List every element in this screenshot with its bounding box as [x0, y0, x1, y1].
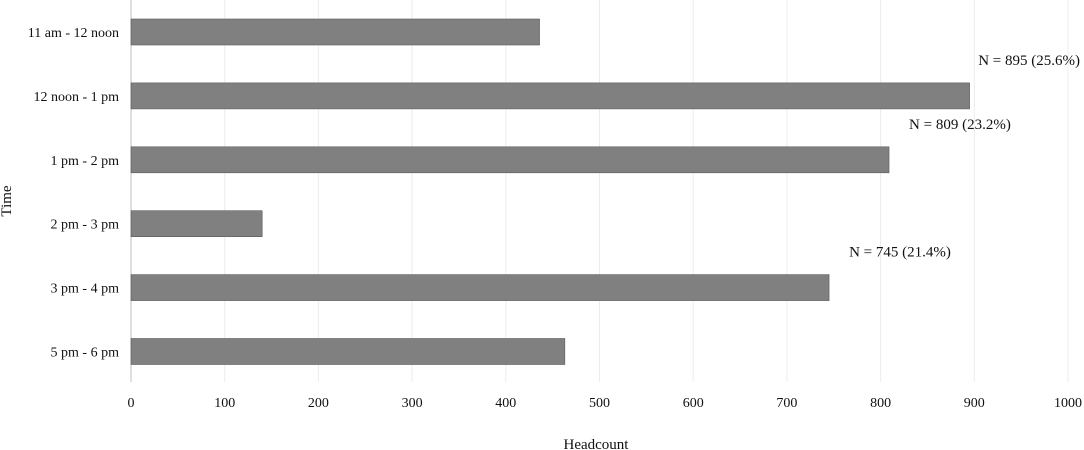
y-tick-label-3-pm-4-pm: 3 pm - 4 pm [51, 282, 120, 297]
bar-12-noon-1-pm [130, 82, 970, 110]
y-tick-label-1-pm-2-pm: 1 pm - 2 pm [51, 154, 120, 169]
bar-3-pm-4-pm [130, 274, 830, 301]
annotations: N = 895 (25.6%) N = 809 (23.2%) N = 745 (2… [849, 53, 1080, 261]
y-tick-label-11-am-12-noon: 11 am - 12 noon [28, 26, 119, 41]
bar-5-pm-6-pm [130, 338, 566, 365]
annotation-1-pm-2-pm: N = 809 (23.2%) [909, 117, 1011, 133]
bars [130, 18, 970, 365]
bar-11-am-12-noon [130, 18, 540, 46]
x-tick-label-1000: 1000 [1054, 396, 1082, 411]
annotation-12-noon-1-pm: N = 895 (25.6%) [978, 53, 1080, 69]
y-axis-title: Time [0, 185, 15, 216]
y-tick-labels: 11 am - 12 noon 12 noon - 1 pm 1 pm - 2 pm… [28, 26, 119, 361]
x-tick-label-0: 0 [128, 396, 135, 411]
x-tick-label-100: 100 [214, 396, 235, 411]
x-tick-label-300: 300 [402, 396, 423, 411]
x-tick-label-700: 700 [776, 396, 797, 411]
bar-1-pm-2-pm [130, 146, 890, 174]
y-tick-label-5-pm-6-pm: 5 pm - 6 pm [51, 346, 120, 361]
x-tick-label-400: 400 [495, 396, 516, 411]
x-tick-label-500: 500 [589, 396, 610, 411]
bar-2-pm-3-pm [130, 210, 263, 237]
x-axis-title: Headcount [564, 437, 630, 450]
annotation-3-pm-4-pm: N = 745 (21.4%) [849, 245, 951, 261]
x-tick-labels: 0 100 200 300 400 500 600 700 800 900 1000 [128, 396, 1083, 411]
y-tick-label-12-noon-1-pm: 12 noon - 1 pm [33, 90, 119, 105]
x-tick-label-600: 600 [683, 396, 704, 411]
x-tick-label-800: 800 [870, 396, 891, 411]
gridlines [224, 0, 1069, 382]
x-tick-label-900: 900 [964, 396, 985, 411]
y-tick-label-2-pm-3-pm: 2 pm - 3 pm [51, 218, 120, 233]
x-tick-label-200: 200 [308, 396, 329, 411]
